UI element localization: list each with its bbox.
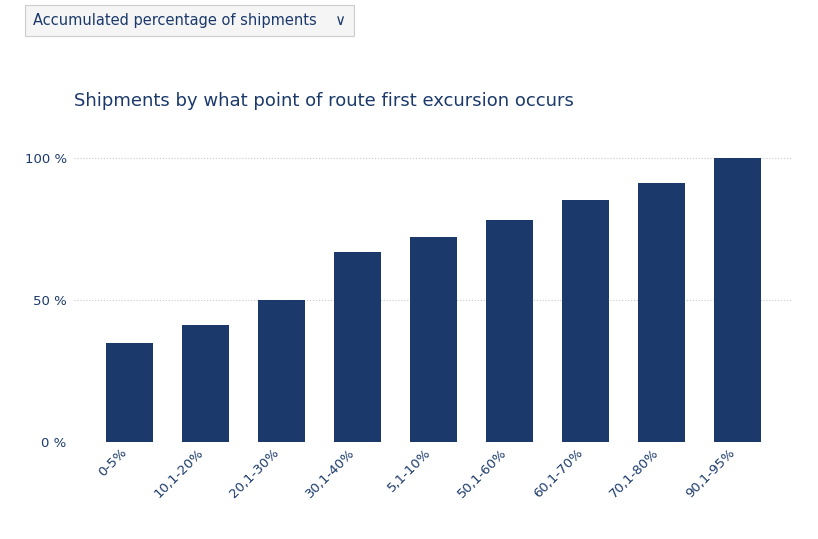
- Bar: [638, 183, 685, 442]
- Bar: [562, 201, 609, 442]
- Bar: [486, 220, 533, 442]
- Bar: [410, 237, 457, 442]
- Bar: [106, 342, 154, 442]
- Text: Shipments by what point of route first excursion occurs: Shipments by what point of route first e…: [74, 93, 573, 110]
- Bar: [334, 252, 381, 442]
- Bar: [713, 158, 761, 442]
- Bar: [258, 300, 305, 442]
- Bar: [182, 326, 229, 442]
- Text: Accumulated percentage of shipments    ∨: Accumulated percentage of shipments ∨: [33, 13, 346, 29]
